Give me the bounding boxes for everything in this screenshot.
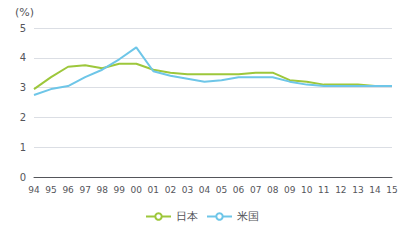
svg-text:02: 02 (165, 185, 176, 195)
svg-text:03: 03 (182, 185, 193, 195)
svg-text:12: 12 (335, 185, 346, 195)
svg-text:0: 0 (20, 172, 26, 183)
svg-text:94: 94 (28, 185, 40, 195)
svg-text:99: 99 (114, 185, 126, 195)
svg-text:2: 2 (20, 112, 26, 123)
svg-text:14: 14 (369, 185, 381, 195)
svg-text:10: 10 (301, 185, 313, 195)
svg-text:05: 05 (216, 185, 227, 195)
svg-text:1: 1 (20, 142, 26, 153)
svg-text:01: 01 (148, 185, 159, 195)
svg-text:米国: 米国 (237, 210, 259, 223)
svg-text:日本: 日本 (176, 210, 198, 223)
svg-text:06: 06 (233, 185, 245, 195)
svg-text:08: 08 (267, 185, 279, 195)
svg-text:97: 97 (79, 185, 90, 195)
svg-text:(%): (%) (15, 6, 34, 19)
svg-text:04: 04 (199, 185, 211, 195)
svg-text:13: 13 (352, 185, 363, 195)
svg-text:96: 96 (62, 185, 74, 195)
svg-text:15: 15 (386, 185, 397, 195)
svg-text:11: 11 (318, 185, 329, 195)
svg-text:3: 3 (20, 82, 26, 93)
svg-text:09: 09 (284, 185, 296, 195)
svg-text:00: 00 (131, 185, 143, 195)
svg-text:4: 4 (20, 52, 26, 63)
svg-text:07: 07 (250, 185, 261, 195)
svg-text:98: 98 (96, 185, 108, 195)
svg-text:5: 5 (20, 23, 26, 34)
svg-text:95: 95 (45, 185, 56, 195)
